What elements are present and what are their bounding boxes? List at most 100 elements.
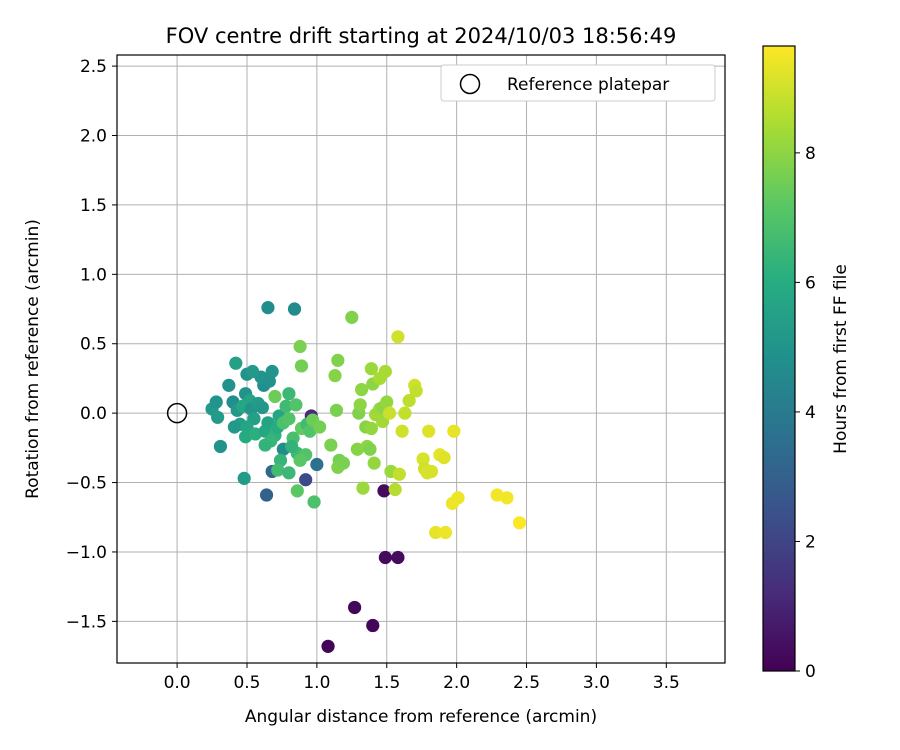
reference-platepar-marker <box>166 402 188 424</box>
data-point <box>451 491 465 505</box>
data-point <box>259 488 274 502</box>
x-tick-label: 1.0 <box>303 673 330 693</box>
data-point <box>512 516 527 530</box>
data-point <box>329 403 344 417</box>
data-point <box>287 302 302 316</box>
data-point <box>294 359 309 373</box>
data-point <box>424 464 439 479</box>
data-point <box>313 420 327 434</box>
data-point <box>255 400 269 415</box>
data-point <box>354 382 369 397</box>
data-point <box>258 438 272 452</box>
x-tick-label: 0.0 <box>164 673 191 693</box>
colorbar-tick-label: 8 <box>805 144 816 164</box>
y-tick-label: 2.5 <box>80 57 107 77</box>
x-tick-label: 2.0 <box>443 673 470 693</box>
legend-entry-label: Reference platepar <box>507 75 669 95</box>
legend: Reference platepar <box>440 64 716 102</box>
data-point <box>447 424 461 438</box>
data-point <box>398 406 412 420</box>
data-points <box>205 301 527 653</box>
data-point <box>290 484 304 498</box>
data-point <box>227 420 242 434</box>
data-point <box>377 484 391 498</box>
data-point <box>345 310 359 324</box>
y-tick-label: −1.5 <box>66 612 107 632</box>
data-point <box>378 550 392 565</box>
data-point <box>282 412 296 426</box>
data-point <box>422 424 436 438</box>
data-point <box>285 439 299 454</box>
data-point <box>378 364 392 379</box>
data-point <box>348 600 362 615</box>
data-point <box>299 473 313 487</box>
colorbar <box>762 45 796 672</box>
x-tick-label: 3.0 <box>583 673 610 693</box>
data-point <box>388 482 402 497</box>
data-point <box>364 421 378 436</box>
data-point <box>282 466 296 480</box>
data-point <box>409 384 423 398</box>
data-point <box>395 424 409 438</box>
data-point <box>380 395 394 409</box>
y-tick-label: 1.0 <box>80 265 107 285</box>
data-point <box>289 398 303 412</box>
colorbar-tick-label: 6 <box>805 273 816 293</box>
y-tick-label: −1.0 <box>66 543 107 563</box>
data-point <box>261 301 275 315</box>
data-point <box>324 438 338 452</box>
plot-frame <box>116 54 726 664</box>
data-point <box>279 399 293 413</box>
data-point <box>222 378 236 392</box>
data-point <box>392 467 406 481</box>
data-point <box>353 398 367 412</box>
data-point <box>402 394 416 408</box>
data-point <box>229 356 243 370</box>
data-point <box>500 491 514 505</box>
colorbar-ticks: 0 2 4 6 8 <box>795 144 816 682</box>
data-point <box>382 406 397 420</box>
colorbar-tick-label: 4 <box>805 403 816 423</box>
y-tick-label: 0.0 <box>80 404 107 424</box>
y-tick-label: −0.5 <box>66 474 107 494</box>
data-point <box>307 495 321 509</box>
y-tick-label: 1.5 <box>80 196 107 216</box>
data-point <box>321 639 335 653</box>
data-point <box>237 471 251 485</box>
x-tick-label: 0.5 <box>233 673 260 693</box>
colorbar-tick-label: 0 <box>805 662 816 682</box>
data-point <box>438 525 453 540</box>
data-point <box>336 456 351 470</box>
x-tick-label: 2.5 <box>513 673 540 693</box>
chart-title: FOV centre drift starting at 2024/10/03 … <box>166 24 677 48</box>
data-point <box>293 339 307 354</box>
data-point <box>282 387 296 401</box>
colorbar-tick-label: 2 <box>805 532 816 552</box>
x-axis-label: Angular distance from reference (arcmin) <box>245 707 597 727</box>
data-point <box>437 450 451 465</box>
data-point <box>213 439 228 454</box>
data-point <box>310 457 324 472</box>
colorbar-label: Hours from first FF file <box>831 264 851 454</box>
data-point <box>367 456 381 470</box>
data-point <box>366 618 380 633</box>
data-point <box>245 364 260 379</box>
data-point <box>356 481 370 495</box>
y-tick-label: 2.0 <box>80 127 107 147</box>
axis-ticks: 0.0 0.5 1.0 1.5 2.0 2.5 3.0 3.5 −1.5 −1.0 −0.5 0.0 0… <box>66 57 680 693</box>
data-point <box>271 463 285 477</box>
data-point <box>416 452 430 466</box>
x-tick-label: 3.5 <box>653 673 680 693</box>
data-point <box>265 364 279 379</box>
data-point <box>268 389 282 404</box>
data-point <box>209 395 223 409</box>
plot-background <box>117 55 725 663</box>
data-point <box>391 550 405 565</box>
x-tick-label: 1.5 <box>373 673 400 693</box>
data-point <box>328 369 342 383</box>
legend-marker-icon <box>459 73 481 95</box>
data-point <box>391 330 405 344</box>
data-point <box>429 525 443 540</box>
y-axis-label: Rotation from reference (arcmin) <box>23 219 43 499</box>
